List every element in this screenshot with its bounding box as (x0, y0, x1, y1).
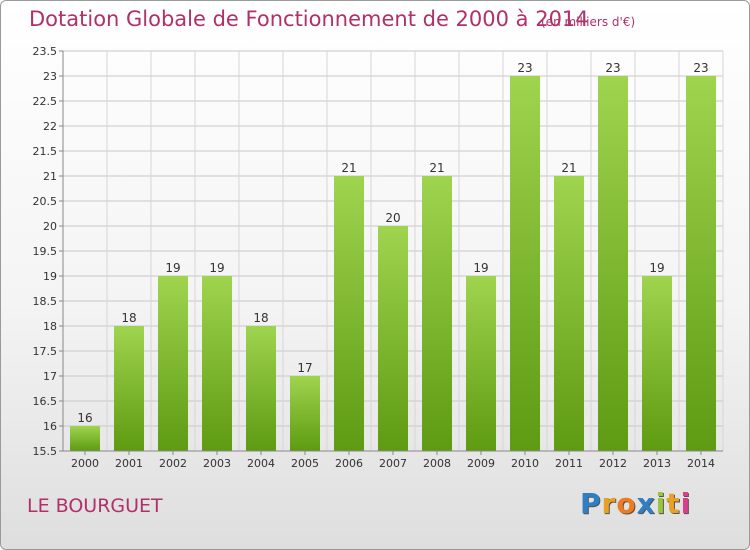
logo-letter: x (636, 487, 656, 520)
y-tick-label: 19.5 (33, 245, 58, 258)
y-tick-label: 17 (43, 370, 57, 383)
y-tick-label: 20.5 (33, 195, 58, 208)
data-label: 19 (473, 261, 488, 275)
data-label: 18 (253, 311, 268, 325)
x-tick-label: 2009 (467, 457, 495, 470)
data-label: 16 (77, 411, 92, 425)
x-tick-label: 2006 (335, 457, 363, 470)
bar (246, 326, 276, 451)
x-tick-label: 2014 (687, 457, 715, 470)
bar (422, 176, 452, 451)
logo-letter: r (601, 487, 617, 520)
logo-letter: P (580, 487, 602, 520)
x-tick-label: 2007 (379, 457, 407, 470)
bar (70, 426, 100, 451)
y-tick-label: 18.5 (33, 295, 58, 308)
data-label: 21 (561, 161, 576, 175)
x-tick-label: 2001 (115, 457, 143, 470)
y-tick-label: 17.5 (33, 345, 58, 358)
data-label: 19 (649, 261, 664, 275)
logo-letter: i (655, 487, 667, 520)
chart-unit-subtitle: (en milliers d'€) (541, 15, 636, 29)
y-tick-label: 19 (43, 270, 57, 283)
bar (554, 176, 584, 451)
x-tick-label: 2000 (71, 457, 99, 470)
x-tick-label: 2011 (555, 457, 583, 470)
y-tick-label: 16.5 (33, 395, 58, 408)
y-tick-label: 15.5 (33, 445, 58, 458)
bar (290, 376, 320, 451)
y-tick-label: 22 (43, 120, 57, 133)
bar (642, 276, 672, 451)
data-label: 19 (209, 261, 224, 275)
logo-letter: o (616, 487, 637, 520)
x-tick-label: 2012 (599, 457, 627, 470)
x-tick-label: 2008 (423, 457, 451, 470)
data-label: 23 (517, 61, 532, 75)
axes (59, 50, 723, 455)
bar (114, 326, 144, 451)
y-tick-label: 18 (43, 320, 57, 333)
y-tick-label: 22.5 (33, 95, 58, 108)
y-tick-label: 21.5 (33, 145, 58, 158)
bar (510, 76, 540, 451)
proxiti-logo: Proxiti (580, 487, 691, 520)
data-label: 20 (385, 211, 400, 225)
bar (158, 276, 188, 451)
data-label: 21 (429, 161, 444, 175)
y-tick-label: 16 (43, 420, 57, 433)
data-label: 23 (605, 61, 620, 75)
labels: 15.5 16 16.5 17 17.5 18 18.5 19 19.5 20 20.5 21 21.5… (33, 45, 716, 470)
bar (202, 276, 232, 451)
data-label: 23 (693, 61, 708, 75)
commune-name: LE BOURGUET (27, 495, 163, 517)
y-tick-label: 23 (43, 70, 57, 83)
x-tick-label: 2004 (247, 457, 275, 470)
bars (70, 76, 716, 451)
x-tick-label: 2013 (643, 457, 671, 470)
logo-letter: i (680, 487, 692, 520)
logo-letter: t (666, 487, 681, 520)
bar (686, 76, 716, 451)
bar (598, 76, 628, 451)
data-label: 17 (297, 361, 312, 375)
bar (334, 176, 364, 451)
x-tick-label: 2003 (203, 457, 231, 470)
x-tick-label: 2010 (511, 457, 539, 470)
bar (466, 276, 496, 451)
y-tick-label: 20 (43, 220, 57, 233)
data-label: 18 (121, 311, 136, 325)
y-tick-label: 21 (43, 170, 57, 183)
y-tick-label: 23.5 (33, 45, 58, 58)
x-tick-label: 2002 (159, 457, 187, 470)
data-label: 19 (165, 261, 180, 275)
chart-title: Dotation Globale de Fonctionnement de 20… (29, 7, 589, 31)
data-label: 21 (341, 161, 356, 175)
bar (378, 226, 408, 451)
x-tick-label: 2005 (291, 457, 319, 470)
